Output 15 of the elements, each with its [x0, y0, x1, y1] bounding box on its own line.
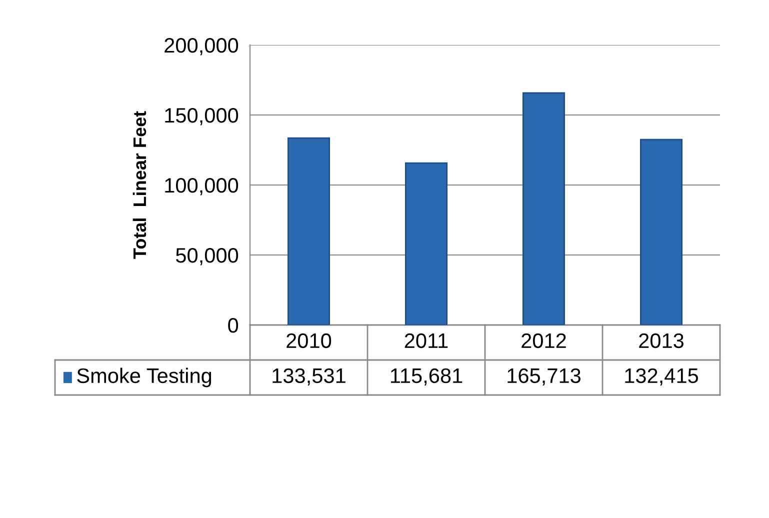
y-tick-label: 100,000	[165, 178, 238, 196]
x-tick-label: 2012	[522, 333, 566, 348]
y-axis-title: Total Linear Feet	[132, 111, 146, 259]
y-tick-label: 0	[228, 318, 238, 333]
x-tick-label: 2013	[639, 333, 684, 348]
y-tick-label: 200,000	[164, 38, 238, 56]
x-tick-label: 2011	[404, 333, 448, 348]
data-label: 165,713	[508, 368, 580, 386]
legend-label: Smoke Testing	[77, 368, 212, 388]
data-label: 132,415	[625, 368, 698, 386]
x-tick-label: 2010	[286, 333, 332, 348]
y-tick-label: 150,000	[165, 108, 238, 126]
data-label: 133,531	[272, 368, 346, 386]
y-tick-label: 50,000	[176, 248, 238, 266]
data-label: 115,681	[390, 368, 462, 386]
